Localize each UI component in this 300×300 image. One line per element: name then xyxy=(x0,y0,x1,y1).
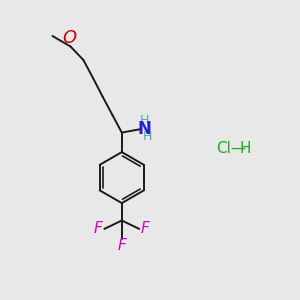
Text: N: N xyxy=(137,120,151,138)
Text: —: — xyxy=(230,141,245,156)
Text: F: F xyxy=(117,238,126,253)
Text: H: H xyxy=(140,114,149,127)
Text: H: H xyxy=(239,141,251,156)
Text: O: O xyxy=(62,29,76,47)
Text: Cl: Cl xyxy=(216,141,231,156)
Text: H: H xyxy=(143,130,153,143)
Text: F: F xyxy=(141,221,150,236)
Text: F: F xyxy=(94,221,103,236)
